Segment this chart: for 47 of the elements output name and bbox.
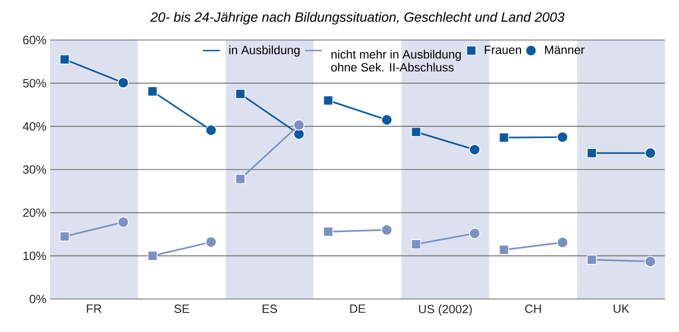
point [60, 231, 70, 242]
point [556, 236, 568, 248]
x-tick-label: SE [174, 304, 190, 313]
point [323, 95, 334, 106]
legend-label: Männer [545, 46, 584, 54]
legend-label: nicht mehr in Ausbildung ohne Sek. II-Abschluss [331, 50, 461, 72]
point [469, 144, 480, 156]
legend-label: in Ausbildung [229, 45, 300, 57]
x-tick-label: CH [525, 304, 541, 313]
y-tick-label: 50% [23, 78, 46, 88]
point [323, 226, 334, 237]
point [644, 256, 656, 268]
point [235, 174, 246, 184]
point [586, 254, 597, 265]
point [148, 86, 158, 96]
x-tick-label: FR [86, 304, 102, 313]
y-tick-label: 60% [23, 36, 46, 44]
y-tick-label: 10% [23, 252, 46, 260]
x-tick-label: DE [350, 304, 366, 313]
y-tick-label: 0% [30, 294, 46, 304]
point [381, 114, 392, 126]
point [293, 128, 305, 140]
point [118, 77, 129, 88]
point [498, 244, 509, 255]
y-tick-label: 40% [22, 122, 46, 131]
y-tick-label: 20% [23, 208, 46, 217]
point [235, 88, 246, 99]
y-tick-label: 30% [23, 165, 46, 174]
x-tick-label: UK [614, 304, 630, 313]
x-tick-label: US (2002) [419, 304, 472, 316]
chart-title: 20- bis 24-Jährige nach Bildungssituation, Geschlecht und Land 2003 [150, 12, 564, 25]
point [586, 148, 597, 158]
point [60, 54, 70, 64]
point [381, 224, 392, 236]
point [556, 132, 568, 143]
point [469, 228, 480, 239]
legend-label: Frauen [484, 46, 521, 54]
point [293, 119, 305, 131]
point [148, 250, 158, 261]
point [411, 239, 422, 250]
point [498, 132, 509, 143]
point [205, 236, 217, 248]
point [411, 126, 422, 137]
point [205, 124, 217, 136]
point [644, 148, 656, 159]
x-tick-label: ES [262, 304, 278, 313]
point [118, 216, 129, 228]
